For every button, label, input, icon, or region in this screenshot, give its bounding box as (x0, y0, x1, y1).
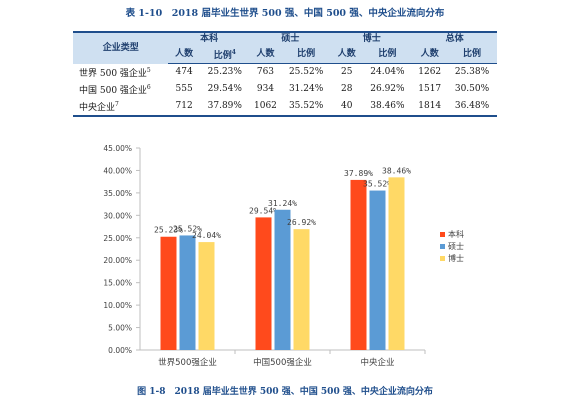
bar (274, 209, 291, 350)
table-title: 表 1-10 2018 届毕业生世界 500 强、中国 500 强、中央企业流向… (125, 8, 445, 19)
legend-label: 博士 (448, 253, 464, 263)
data-label: 24.04% (192, 231, 221, 240)
table-cell: 26.92% (370, 83, 405, 94)
table-cell: 31.24% (288, 83, 324, 94)
table-cell: 30.50% (454, 83, 490, 94)
sub-header: 人数 (168, 46, 200, 64)
bar (255, 217, 272, 350)
x-tick-label: 世界500强企业 (158, 357, 217, 368)
row-label: 世界 500 强企业5 (73, 64, 168, 81)
figure-caption: 图 1-8 2018 届毕业生世界 500 强、中国 500 强、中央企业流向分… (137, 387, 433, 397)
sub-header: 人数 (412, 46, 448, 64)
data-label: 35.52% (363, 180, 392, 189)
table-cell: 934 (256, 83, 275, 94)
table-cell: 25 (341, 66, 353, 77)
bar (369, 190, 386, 350)
y-tick-label: 35.00% (103, 189, 132, 198)
data-label: 29.54% (249, 206, 278, 215)
data-label: 38.46% (382, 166, 411, 175)
bar (198, 242, 215, 350)
x-tick-label: 中国500强企业 (253, 357, 312, 368)
legend-swatch (440, 232, 445, 237)
y-tick-label: 40.00% (103, 166, 132, 175)
sub-header: 比例 (447, 46, 497, 64)
sub-header: 人数 (331, 46, 363, 64)
bar (350, 179, 367, 350)
y-tick-label: 30.00% (103, 211, 132, 220)
sub-header: 比例 (281, 46, 332, 64)
sub-header: 比例4 (199, 46, 250, 64)
table-cell: 712 (168, 97, 200, 117)
legend-label: 硕士 (448, 241, 464, 251)
data-label: 25.52% (173, 224, 202, 233)
table-cell: 38.46% (362, 97, 413, 117)
footnote-mark: 4 (231, 49, 236, 56)
table-cell: 474 (175, 66, 193, 77)
y-tick-label: 20.00% (103, 256, 132, 265)
row-label-text: 中国 500 强企业 (79, 85, 147, 96)
group-header: 博士 (331, 31, 413, 46)
table-cell: 763 (256, 66, 275, 77)
data-label: 31.24% (268, 199, 297, 208)
sub-header-text: 比例 (213, 51, 232, 61)
sub-header: 人数 (249, 46, 282, 64)
table-cell: 25.23% (207, 66, 242, 77)
row-label: 中央企业7 (73, 97, 169, 117)
table-body: 世界 500 强企业5 474 25.23% 763 25.52% 25 24.04% 126… (73, 64, 497, 117)
data-label: 25.23% (154, 226, 183, 235)
y-tick-label: 25.00% (103, 234, 132, 243)
table-cell: 1814 (412, 97, 448, 117)
bar-chart: 0.00% 5.00% 10.00% 15.00% 20.00% 25.00% 30.00%… (103, 144, 464, 368)
table-cell: 1062 (249, 97, 282, 117)
legend-swatch (440, 256, 445, 261)
legend-label: 本科 (448, 229, 464, 239)
table-cell: 36.48% (447, 97, 497, 117)
y-tick-label: 15.00% (103, 279, 132, 288)
y-tick-label: 10.00% (103, 301, 132, 310)
row-label: 中国 500 强企业6 (73, 81, 168, 98)
row-label-text: 中央企业 (79, 102, 116, 113)
table-cell: 28 (341, 83, 353, 94)
y-tick-label: 5.00% (108, 324, 132, 333)
table-cell: 24.04% (370, 66, 405, 77)
table-cell: 25.38% (454, 66, 490, 77)
table-cell: 40 (331, 97, 363, 117)
bar (160, 236, 177, 350)
y-tick-label: 0.00% (108, 346, 132, 355)
table-cell: 35.52% (281, 97, 332, 117)
sub-header: 比例 (362, 46, 413, 64)
y-tick-label: 45.00% (103, 144, 132, 153)
data-label: 37.89% (344, 169, 373, 178)
footnote-mark: 7 (115, 100, 119, 108)
legend-swatch (440, 244, 445, 249)
footnote-mark: 5 (146, 66, 151, 74)
table-cell: 37.89% (199, 97, 250, 117)
x-tick-label: 中央企业 (360, 357, 394, 368)
table-row: 世界 500 强企业5 474 25.23% 763 25.52% 25 24.04% 126… (73, 64, 497, 81)
group-header: 硕士 (249, 31, 332, 46)
group-header: 本科 (168, 31, 250, 46)
bar (293, 229, 310, 350)
table-cell: 555 (175, 83, 193, 94)
data-label: 26.92% (287, 218, 316, 227)
table-cell: 29.54% (207, 83, 242, 94)
table-cell: 25.52% (288, 66, 324, 77)
table-row: 中国 500 强企业6 555 29.54% 934 31.24% 28 26.92% 151… (73, 81, 497, 98)
footnote-mark: 6 (146, 83, 151, 91)
table-cell: 1262 (418, 66, 442, 77)
corner-header: 企业类型 (73, 31, 169, 64)
table-cell: 1517 (418, 83, 442, 94)
bar (388, 177, 405, 350)
table-row: 中央企业7 712 37.89% 1062 35.52% 40 38.46% 1814 36.4… (73, 97, 497, 117)
bar (179, 235, 196, 350)
group-header: 总体 (412, 31, 497, 46)
data-table: 企业类型 本科 硕士 博士 总体 人数 比例4 人数 比例 人数 比例 人数 比… (73, 31, 497, 117)
row-label-text: 世界 500 强企业 (79, 68, 147, 79)
